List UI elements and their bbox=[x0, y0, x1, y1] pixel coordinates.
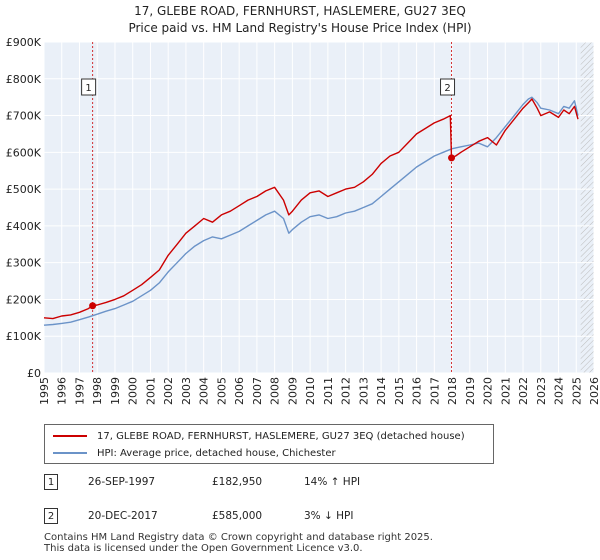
legend-item-price: 17, GLEBE ROAD, FERNHURST, HASLEMERE, GU… bbox=[53, 428, 465, 444]
x-tick-label: 2006 bbox=[233, 377, 246, 405]
x-tick-label: 2013 bbox=[357, 377, 370, 405]
legend: 17, GLEBE ROAD, FERNHURST, HASLEMERE, GU… bbox=[44, 424, 494, 464]
x-tick-label: 2003 bbox=[180, 377, 193, 405]
price-chart: £0 £100K £200K £300K £400K £500K £600K £700K £80… bbox=[6, 36, 600, 405]
legend-item-hpi: HPI: Average price, detached house, Chic… bbox=[53, 445, 336, 461]
x-tick-label: 2022 bbox=[517, 377, 530, 405]
x-tick-label: 2023 bbox=[535, 377, 548, 405]
x-tick-label: 2011 bbox=[322, 377, 335, 405]
x-tick-label: 2018 bbox=[446, 377, 459, 405]
transaction-number-badge: 2 bbox=[44, 508, 58, 524]
plot-background bbox=[44, 42, 594, 373]
transaction-price: £585,000 bbox=[212, 510, 263, 522]
y-tick-label: £300K bbox=[6, 257, 42, 270]
transaction-hpi-change: 3% ↓ HPI bbox=[304, 510, 354, 522]
legend-label-hpi: HPI: Average price, detached house, Chic… bbox=[97, 447, 336, 459]
x-tick-label: 1995 bbox=[38, 377, 51, 405]
x-tick-label: 2016 bbox=[411, 377, 424, 405]
x-tick-label: 1998 bbox=[91, 377, 104, 405]
sale-point bbox=[89, 302, 97, 310]
y-tick-label: £700K bbox=[6, 110, 42, 123]
y-tick-label: £200K bbox=[6, 293, 42, 306]
chart-title: 17, GLEBE ROAD, FERNHURST, HASLEMERE, GU… bbox=[134, 4, 466, 18]
x-tick-label: 2014 bbox=[375, 377, 388, 405]
sale-label-box bbox=[81, 78, 97, 96]
x-tick-label: 2026 bbox=[588, 377, 600, 405]
footer-copyright: Contains HM Land Registry data © Crown c… bbox=[44, 532, 433, 543]
footer: Contains HM Land Registry data © Crown c… bbox=[44, 532, 433, 554]
x-tick-label: 1999 bbox=[109, 377, 122, 405]
sale-label-number: 2 bbox=[444, 83, 450, 94]
forecast-hatch-region bbox=[580, 42, 594, 373]
legend-swatch-hpi bbox=[53, 452, 87, 454]
chart-subtitle: Price paid vs. HM Land Registry's House … bbox=[128, 21, 472, 35]
y-tick-label: £500K bbox=[6, 183, 42, 196]
x-tick-label: 2021 bbox=[499, 377, 512, 405]
table-row: 2 20-DEC-2017 £585,000 3% ↓ HPI bbox=[44, 508, 384, 528]
transaction-date: 20-DEC-2017 bbox=[88, 510, 158, 522]
x-tick-label: 2019 bbox=[464, 377, 477, 405]
footer-license: This data is licensed under the Open Gov… bbox=[44, 543, 363, 554]
x-tick-label: 2024 bbox=[553, 377, 566, 405]
x-tick-label: 2020 bbox=[482, 377, 495, 405]
x-tick-label: 2015 bbox=[393, 377, 406, 405]
x-tick-label: 2001 bbox=[144, 377, 157, 405]
x-tick-label: 2009 bbox=[286, 377, 299, 405]
x-tick-label: 2000 bbox=[127, 377, 140, 405]
transaction-number-badge: 1 bbox=[44, 474, 58, 490]
x-tick-label: 1997 bbox=[73, 377, 86, 405]
x-tick-label: 2008 bbox=[269, 377, 282, 405]
x-tick-label: 2004 bbox=[198, 377, 211, 405]
table-row: 1 26-SEP-1997 £182,950 14% ↑ HPI bbox=[44, 474, 384, 494]
legend-swatch-price bbox=[53, 435, 87, 437]
y-tick-label: £600K bbox=[6, 146, 42, 159]
y-tick-label: £800K bbox=[6, 73, 42, 86]
x-tick-label: 2025 bbox=[570, 377, 583, 405]
x-tick-label: 2005 bbox=[215, 377, 228, 405]
y-tick-label: £0 bbox=[27, 367, 41, 380]
transaction-date: 26-SEP-1997 bbox=[88, 476, 156, 488]
x-tick-label: 1996 bbox=[56, 377, 69, 405]
sale-label-number: 1 bbox=[85, 83, 91, 94]
transaction-price: £182,950 bbox=[212, 476, 263, 488]
x-tick-label: 2010 bbox=[304, 377, 317, 405]
price-paid-line bbox=[43, 98, 579, 320]
hpi-line bbox=[43, 96, 579, 326]
x-tick-label: 2017 bbox=[428, 377, 441, 405]
sale-label-box bbox=[440, 78, 456, 96]
x-tick-label: 2002 bbox=[162, 377, 175, 405]
sale-point bbox=[448, 154, 456, 162]
x-tick-label: 2007 bbox=[251, 377, 264, 405]
transaction-hpi-change: 14% ↑ HPI bbox=[304, 476, 361, 488]
legend-label-price: 17, GLEBE ROAD, FERNHURST, HASLEMERE, GU… bbox=[97, 430, 465, 442]
y-tick-label: £900K bbox=[6, 36, 42, 49]
y-tick-label: £100K bbox=[6, 330, 42, 343]
x-tick-label: 2012 bbox=[340, 377, 353, 405]
y-tick-label: £400K bbox=[6, 220, 42, 233]
